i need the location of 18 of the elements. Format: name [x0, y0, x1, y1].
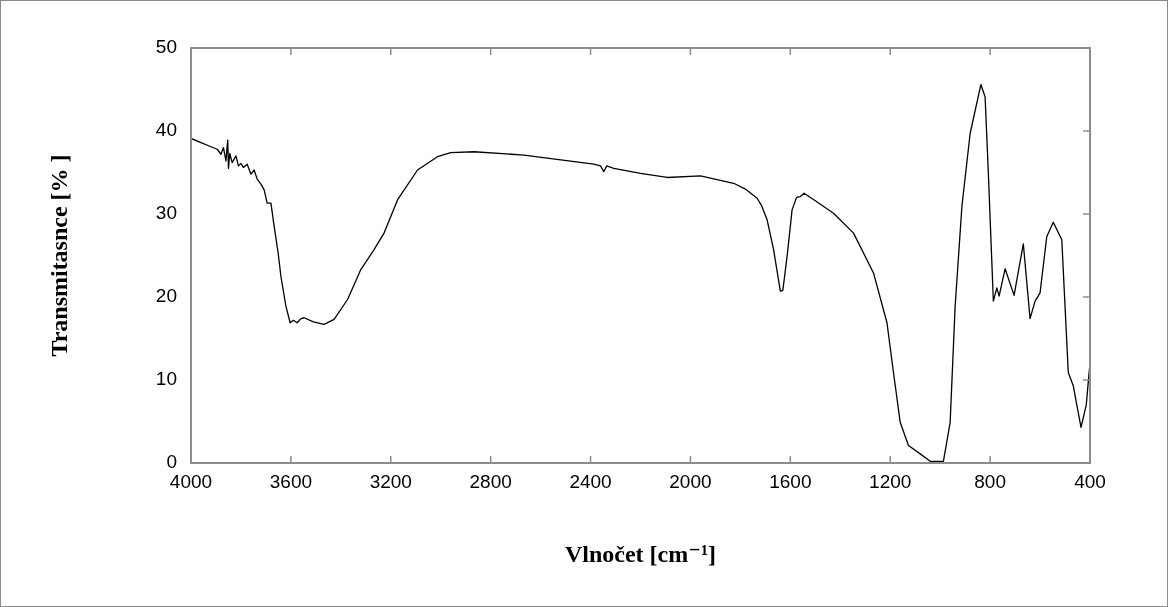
y-tick-label: 50: [155, 36, 177, 58]
x-tick-label: 800: [974, 470, 1006, 492]
x-tick-label: 1200: [869, 470, 912, 492]
x-tick-label: 2000: [669, 470, 712, 492]
y-tick-label: 10: [155, 368, 177, 390]
y-tick-label: 40: [155, 119, 177, 141]
y-tick-label: 30: [155, 202, 177, 224]
y-tick-label: 20: [155, 285, 177, 307]
x-tick-label: 4000: [169, 470, 213, 492]
y-tick-label: 0: [166, 451, 177, 473]
x-tick-label: 3200: [369, 470, 412, 492]
y-axis-title: Transmitasnce [% ]: [45, 154, 72, 357]
x-tick-label: 3600: [269, 470, 313, 492]
x-tick-label: 2400: [569, 470, 612, 492]
x-tick-label: 2800: [469, 470, 512, 492]
x-axis-title: Vlnočet [cm⁻¹]: [564, 540, 717, 567]
x-tick-label: 1600: [769, 470, 812, 492]
x-tick-label: 400: [1074, 470, 1106, 492]
